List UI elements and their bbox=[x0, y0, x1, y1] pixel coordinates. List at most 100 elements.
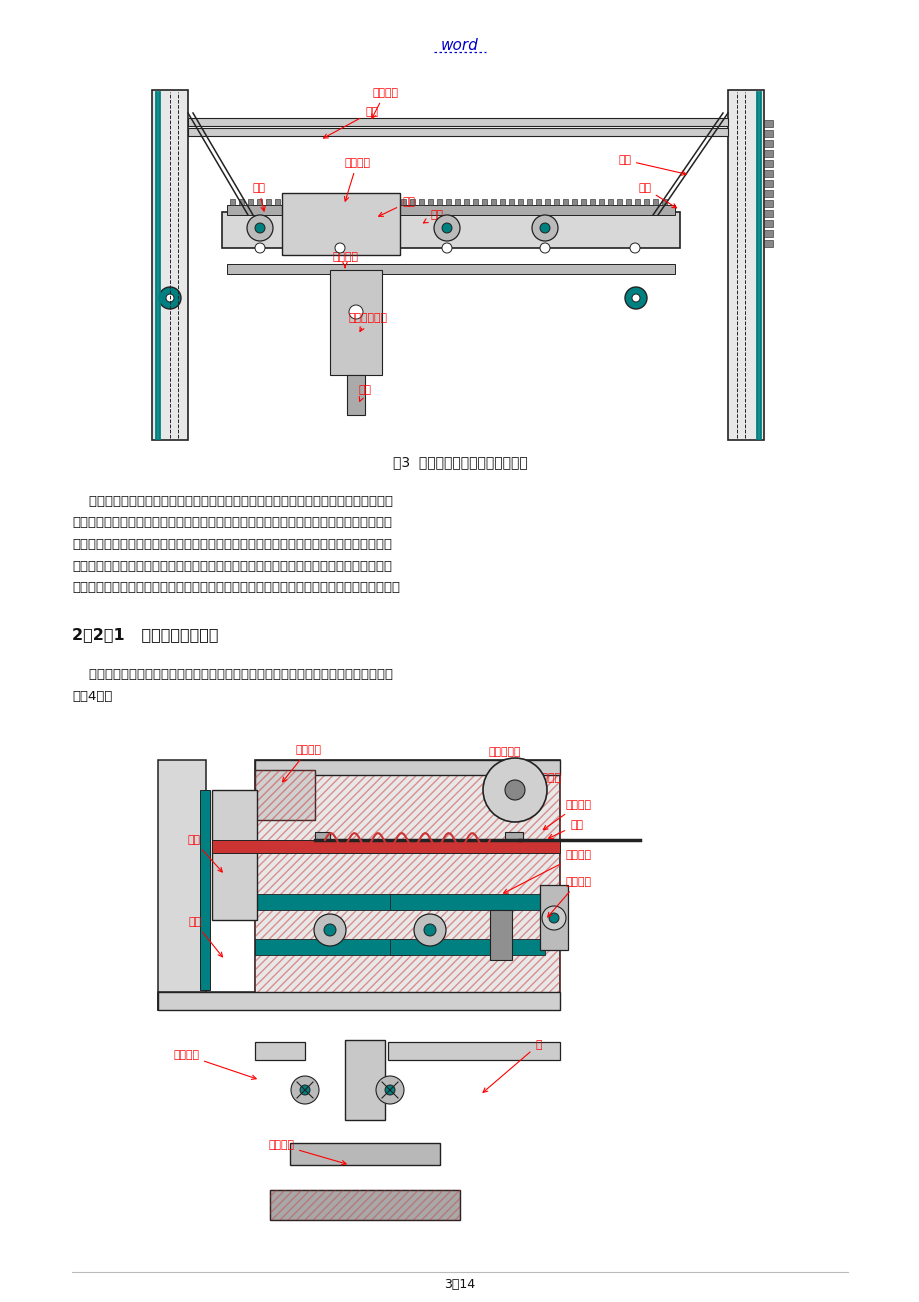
Text: 底板: 底板 bbox=[187, 917, 222, 957]
Text: 端梁: 端梁 bbox=[323, 107, 378, 138]
Bar bbox=[266, 199, 271, 204]
Bar bbox=[491, 199, 495, 204]
Bar bbox=[763, 220, 772, 227]
Circle shape bbox=[424, 924, 436, 936]
Bar bbox=[482, 199, 486, 204]
Bar bbox=[356, 199, 360, 204]
Bar bbox=[248, 199, 253, 204]
Circle shape bbox=[300, 1085, 310, 1095]
Bar bbox=[581, 199, 585, 204]
Circle shape bbox=[482, 758, 547, 822]
Text: 2．2．1   纵向大车导向机构: 2．2．1 纵向大车导向机构 bbox=[72, 628, 219, 642]
Circle shape bbox=[441, 223, 451, 233]
Bar bbox=[634, 199, 640, 204]
Bar bbox=[553, 199, 559, 204]
Bar bbox=[446, 199, 450, 204]
Bar bbox=[230, 199, 234, 204]
Circle shape bbox=[441, 243, 451, 253]
Bar bbox=[158, 760, 206, 1010]
Bar bbox=[544, 199, 550, 204]
Circle shape bbox=[246, 215, 273, 241]
Circle shape bbox=[630, 243, 640, 253]
Circle shape bbox=[505, 780, 525, 799]
Text: word: word bbox=[440, 38, 479, 52]
Text: 齿轮: 齿轮 bbox=[379, 197, 414, 216]
Bar bbox=[269, 1190, 460, 1220]
Text: 齿条: 齿条 bbox=[618, 155, 686, 176]
Bar bbox=[255, 769, 314, 820]
Bar bbox=[527, 199, 531, 204]
Text: 由横梁与两侧端梁组成了机床的主体结构，机床的主体结构要求结构刚性好，重量轻，
通常采用钢板焊接的箱式结构，一方面减小了机床的惯性负荷，别一方面减少机床运行中的
: 由横梁与两侧端梁组成了机床的主体结构，机床的主体结构要求结构刚性好，重量轻， 通… bbox=[72, 495, 400, 594]
Bar bbox=[187, 118, 727, 126]
Text: 杠杆: 杠杆 bbox=[548, 820, 583, 838]
Text: 割炬小车: 割炬小车 bbox=[344, 158, 369, 201]
Bar bbox=[763, 150, 772, 158]
Bar bbox=[346, 199, 352, 204]
Circle shape bbox=[348, 305, 363, 319]
Circle shape bbox=[414, 914, 446, 947]
Bar bbox=[763, 180, 772, 187]
Bar bbox=[255, 1042, 305, 1060]
Circle shape bbox=[165, 294, 174, 302]
Bar bbox=[763, 141, 772, 147]
Bar bbox=[517, 199, 522, 204]
Circle shape bbox=[539, 243, 550, 253]
Bar bbox=[227, 264, 675, 273]
Bar bbox=[301, 199, 307, 204]
Circle shape bbox=[323, 924, 335, 936]
Bar bbox=[314, 832, 330, 848]
Bar bbox=[643, 199, 648, 204]
Bar bbox=[562, 199, 567, 204]
Bar bbox=[365, 199, 369, 204]
Bar bbox=[539, 885, 567, 950]
Bar bbox=[255, 939, 410, 954]
Circle shape bbox=[541, 906, 565, 930]
Bar bbox=[463, 199, 469, 204]
Bar bbox=[255, 760, 560, 1010]
Bar bbox=[388, 1042, 560, 1060]
Bar bbox=[598, 199, 604, 204]
Bar bbox=[152, 90, 187, 440]
Text: 图3  数控等离子切割机结构示意图: 图3 数控等离子切割机结构示意图 bbox=[392, 454, 527, 469]
Bar bbox=[410, 199, 414, 204]
Bar bbox=[221, 212, 679, 247]
Text: 侧板: 侧板 bbox=[187, 835, 222, 872]
Circle shape bbox=[384, 1085, 394, 1095]
Text: 轴: 轴 bbox=[482, 1040, 541, 1092]
Bar bbox=[289, 1143, 439, 1165]
Bar bbox=[472, 199, 478, 204]
Bar bbox=[374, 199, 379, 204]
Circle shape bbox=[159, 286, 181, 309]
Text: 大车导轨: 大车导轨 bbox=[267, 1141, 346, 1165]
Bar bbox=[390, 894, 544, 910]
Bar bbox=[275, 199, 279, 204]
Bar bbox=[329, 199, 334, 204]
Text: 齿条: 齿条 bbox=[423, 210, 443, 223]
Bar bbox=[255, 769, 314, 820]
Text: 调节螺杆: 调节螺杆 bbox=[543, 799, 590, 829]
Circle shape bbox=[290, 1075, 319, 1104]
Text: 碟形弹簧: 碟形弹簧 bbox=[503, 773, 561, 818]
Circle shape bbox=[313, 914, 346, 947]
Bar bbox=[346, 375, 365, 415]
Bar bbox=[255, 760, 560, 775]
Bar bbox=[311, 199, 315, 204]
Bar bbox=[652, 199, 657, 204]
Text: 纵向导轨: 纵向导轨 bbox=[371, 89, 398, 118]
Bar bbox=[255, 760, 560, 1010]
Bar bbox=[508, 199, 514, 204]
Text: 调节螺母: 调节螺母 bbox=[282, 745, 321, 783]
Bar bbox=[391, 199, 397, 204]
Text: 齿轮: 齿轮 bbox=[637, 184, 675, 208]
Bar bbox=[536, 199, 540, 204]
Circle shape bbox=[255, 223, 265, 233]
Bar bbox=[455, 199, 460, 204]
Text: 割炬: 割炬 bbox=[357, 385, 370, 401]
Bar bbox=[337, 199, 343, 204]
Text: 回转销轴: 回转销轴 bbox=[503, 850, 590, 893]
Bar bbox=[763, 130, 772, 137]
Bar bbox=[763, 240, 772, 247]
Bar bbox=[292, 199, 298, 204]
Bar bbox=[401, 199, 405, 204]
Bar bbox=[158, 992, 267, 1010]
